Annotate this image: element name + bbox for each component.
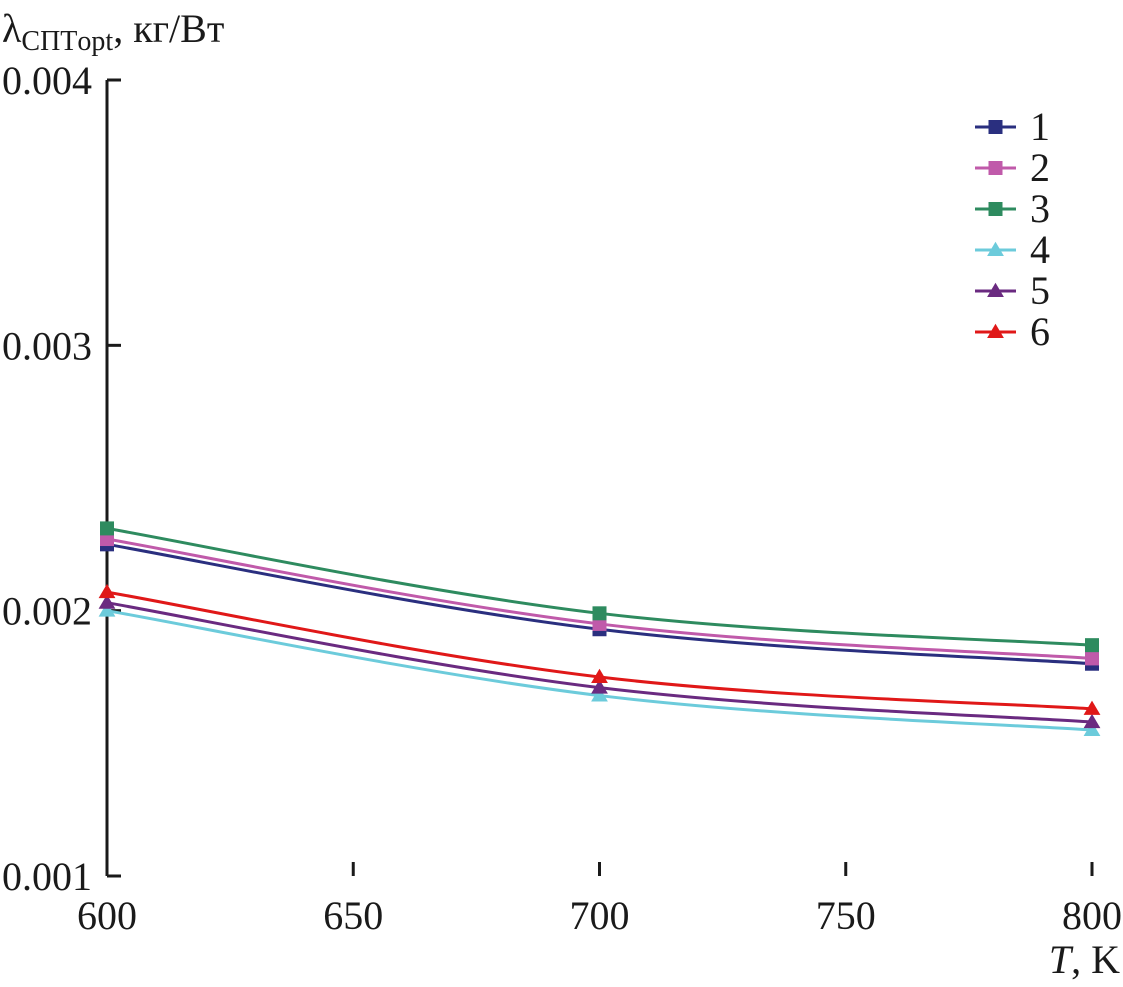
x-tick-label: 650 bbox=[323, 893, 383, 938]
y-axis-title: λСПТopt, кг/Вт bbox=[2, 6, 224, 57]
series-6-point bbox=[1083, 700, 1101, 715]
series-3-point bbox=[592, 606, 607, 621]
x-tick-label: 800 bbox=[1062, 893, 1122, 938]
y-axis-subscript: СПТopt bbox=[21, 26, 113, 57]
legend-label: 1 bbox=[1030, 104, 1050, 149]
series-3-point bbox=[100, 521, 114, 536]
legend-swatch-marker bbox=[988, 202, 1003, 216]
series-6-point bbox=[98, 583, 116, 599]
x-tick-label: 600 bbox=[77, 893, 137, 938]
legend-item-2: 2 bbox=[975, 145, 1050, 190]
legend-label: 6 bbox=[1030, 309, 1050, 354]
legend-item-1: 1 bbox=[975, 104, 1050, 149]
x-axis-unit: , K bbox=[1071, 937, 1120, 982]
series-4-point bbox=[591, 687, 608, 702]
series-6 bbox=[98, 583, 1101, 715]
series-5 bbox=[98, 594, 1101, 729]
x-tick-label: 750 bbox=[816, 893, 876, 938]
legend-label: 4 bbox=[1030, 227, 1050, 272]
legend-swatch-marker bbox=[987, 241, 1004, 256]
y-axis-unit: , кг/Вт bbox=[113, 6, 224, 51]
x-tick-label: 700 bbox=[570, 893, 630, 938]
series-2 bbox=[100, 532, 1099, 666]
legend-swatch-marker bbox=[988, 161, 1003, 175]
x-axis-title: T, K bbox=[1049, 937, 1120, 982]
y-tick-label: 0.002 bbox=[2, 589, 92, 634]
legend-swatch-marker bbox=[987, 323, 1004, 338]
series-2-point bbox=[100, 532, 114, 547]
legend-label: 3 bbox=[1030, 186, 1050, 231]
x-axis-symbol: T bbox=[1049, 937, 1074, 982]
series-5-point bbox=[591, 679, 608, 694]
series-3 bbox=[100, 521, 1099, 653]
series-4-point bbox=[1083, 721, 1101, 737]
y-tick-label: 0.001 bbox=[2, 854, 92, 899]
y-tick-label: 0.003 bbox=[2, 323, 92, 368]
legend-label: 2 bbox=[1030, 145, 1050, 190]
series-5-point bbox=[98, 594, 116, 609]
series-6-point bbox=[591, 668, 608, 683]
y-tick-label: 0.004 bbox=[2, 58, 92, 103]
legend-item-3: 3 bbox=[975, 186, 1050, 231]
series-5-point bbox=[1083, 713, 1101, 729]
series-2-point bbox=[592, 616, 607, 631]
legend-item-5: 5 bbox=[975, 268, 1050, 313]
series-1-line bbox=[106, 542, 1093, 666]
series-4-point bbox=[98, 602, 116, 617]
legend-swatch-marker bbox=[988, 120, 1003, 134]
legend-swatch-marker bbox=[987, 282, 1004, 297]
legend-label: 5 bbox=[1030, 268, 1050, 313]
legend-item-6: 6 bbox=[975, 309, 1050, 354]
series-4 bbox=[98, 602, 1101, 737]
series-2-point bbox=[1085, 651, 1099, 666]
legend-item-4: 4 bbox=[975, 227, 1050, 272]
series bbox=[98, 521, 1101, 737]
ticks: 600 650 700 750 800 0.001 0.002 0.003 0.004 bbox=[2, 58, 1122, 938]
series-3-point bbox=[1085, 638, 1099, 653]
y-axis-symbol: λ bbox=[2, 6, 22, 51]
